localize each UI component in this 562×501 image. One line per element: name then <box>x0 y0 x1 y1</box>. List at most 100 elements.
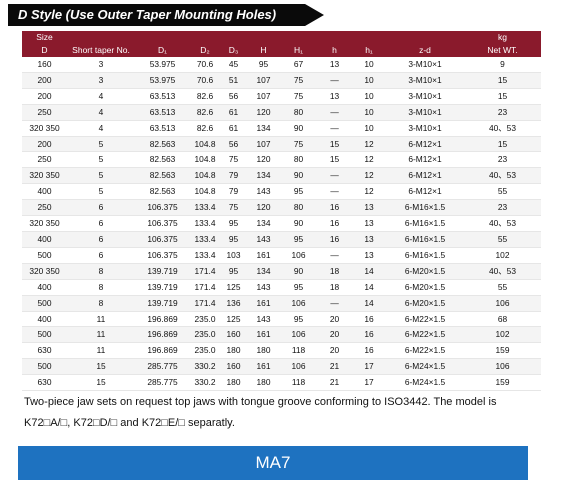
header-d1: D₁ <box>135 44 190 57</box>
table-cell: 3-M10×1 <box>386 120 464 137</box>
table-cell: 106.375 <box>135 247 190 264</box>
table-cell: 95 <box>280 311 317 328</box>
table-cell: 40、53 <box>464 120 541 137</box>
table-cell: 6-M12×1 <box>386 183 464 201</box>
table-cell: 90 <box>280 263 317 280</box>
table-cell: 11 <box>67 342 135 360</box>
table-cell: 400 <box>22 279 67 296</box>
table-cell: 125 <box>220 311 247 328</box>
table-cell: 320 350 <box>22 263 67 280</box>
table-cell: 500 <box>22 326 67 344</box>
table-cell: 118 <box>280 374 317 392</box>
table-cell: — <box>317 120 352 137</box>
table-cell: 6-M20×1.5 <box>386 263 464 280</box>
table-cell: 82.563 <box>135 183 190 201</box>
table-cell: 80 <box>280 104 317 121</box>
model-banner: MA7 <box>18 446 528 480</box>
table-cell: 320 350 <box>22 120 67 137</box>
table-cell: 70.6 <box>190 57 220 73</box>
table-row: 400 5 82.563 104.8 79 143 95—12 6-M12×1 55 <box>22 183 541 201</box>
table-cell: 171.4 <box>190 279 220 296</box>
table-cell: 106 <box>280 295 317 312</box>
table-cell: 12 <box>352 151 386 169</box>
table-cell: 53.975 <box>135 57 190 73</box>
table-cell: 82.563 <box>135 136 190 153</box>
table-cell: 95 <box>280 183 317 201</box>
table-cell: 3-M10×1 <box>386 72 464 89</box>
table-cell: 12 <box>352 183 386 201</box>
table-cell: 200 <box>22 88 67 105</box>
table-cell: 16 <box>317 215 352 232</box>
table-row: 400 11 196.869 235.0 125 143 95 20 16 6-M22×1.5 68 <box>22 311 541 328</box>
table-cell: 90 <box>280 167 317 185</box>
table-cell: 104.8 <box>190 136 220 153</box>
header-h1-cap: H₁ <box>280 44 317 57</box>
table-cell: 10 <box>352 88 386 105</box>
table-cell: 40、53 <box>464 263 541 280</box>
header-short-taper: Short taper No. <box>67 44 135 57</box>
table-cell: 120 <box>247 199 280 217</box>
table-cell: 6 <box>67 247 135 264</box>
table-cell: 4 <box>67 104 135 121</box>
header-h-cap: H <box>247 44 280 57</box>
table-row: 200 5 82.563 104.8 56 107 75 15 12 6-M12×1 15 <box>22 136 541 153</box>
table-cell: 95 <box>220 215 247 232</box>
table-cell: 40、53 <box>464 167 541 185</box>
table-cell: 6 <box>67 231 135 248</box>
table-cell: 68 <box>464 311 541 328</box>
table-cell: 61 <box>220 120 247 137</box>
table-cell: 103 <box>220 247 247 264</box>
table-cell: 75 <box>280 72 317 89</box>
table-row: 250 5 82.563 104.8 75 120 80 15 12 6-M12×1 23 <box>22 151 541 169</box>
table-cell: 180 <box>247 374 280 392</box>
table-cell: 20 <box>317 326 352 344</box>
table-cell: 3-M10×1 <box>386 88 464 105</box>
header-kg: kg <box>464 31 541 44</box>
table-cell: 196.869 <box>135 342 190 360</box>
table-cell: 143 <box>247 311 280 328</box>
table-cell: 15 <box>464 136 541 153</box>
table-cell: 6-M24×1.5 <box>386 358 464 376</box>
table-cell: — <box>317 104 352 121</box>
table-cell: 95 <box>220 263 247 280</box>
table-cell: 160 <box>220 358 247 376</box>
table-cell: 63.513 <box>135 120 190 137</box>
table-cell: 118 <box>280 342 317 360</box>
header-size: Size <box>22 31 67 44</box>
table-cell: 196.869 <box>135 326 190 344</box>
table-cell: 320 350 <box>22 167 67 185</box>
table-cell: 13 <box>317 88 352 105</box>
table-cell: 23 <box>464 151 541 169</box>
table-cell: 285.775 <box>135 374 190 392</box>
table-cell: 82.563 <box>135 151 190 169</box>
header-zd: z-d <box>386 44 464 57</box>
table-row: 320 350 8 139.719 171.4 95 134 90 18 14 6-M20×1.5… <box>22 263 541 280</box>
table-cell: 5 <box>67 167 135 185</box>
note-line: Two-piece jaw sets on request top jaws w… <box>24 396 497 408</box>
table-cell: 134 <box>247 263 280 280</box>
table-cell: 5 <box>67 183 135 201</box>
table-cell: 20 <box>317 311 352 328</box>
table-cell: 55 <box>464 183 541 201</box>
table-cell: 16 <box>352 342 386 360</box>
table-cell: 10 <box>352 72 386 89</box>
table-cell: 3-M10×1 <box>386 57 464 73</box>
table-cell: 13 <box>352 199 386 217</box>
table-cell: 160 <box>22 57 67 73</box>
table-cell: — <box>317 183 352 201</box>
table-cell: 3 <box>67 72 135 89</box>
table-cell: 20 <box>317 342 352 360</box>
table-row: 200 4 63.513 82.6 56 107 75 13 10 3-M10×1 15 <box>22 88 541 105</box>
table-cell: 120 <box>247 104 280 121</box>
table-cell: 143 <box>247 183 280 201</box>
table-cell: 330.2 <box>190 358 220 376</box>
table-cell: 400 <box>22 231 67 248</box>
table-cell: 15 <box>67 358 135 376</box>
table-cell: 15 <box>317 151 352 169</box>
table-cell: 3 <box>67 57 135 73</box>
table-cell: 143 <box>247 231 280 248</box>
table-cell: 80 <box>280 199 317 217</box>
table-cell: 67 <box>280 57 317 73</box>
table-row: 500 6 106.375 133.4 103 161 106—13 6-M16×1.5 102 <box>22 247 541 264</box>
table-cell: 136 <box>220 295 247 312</box>
